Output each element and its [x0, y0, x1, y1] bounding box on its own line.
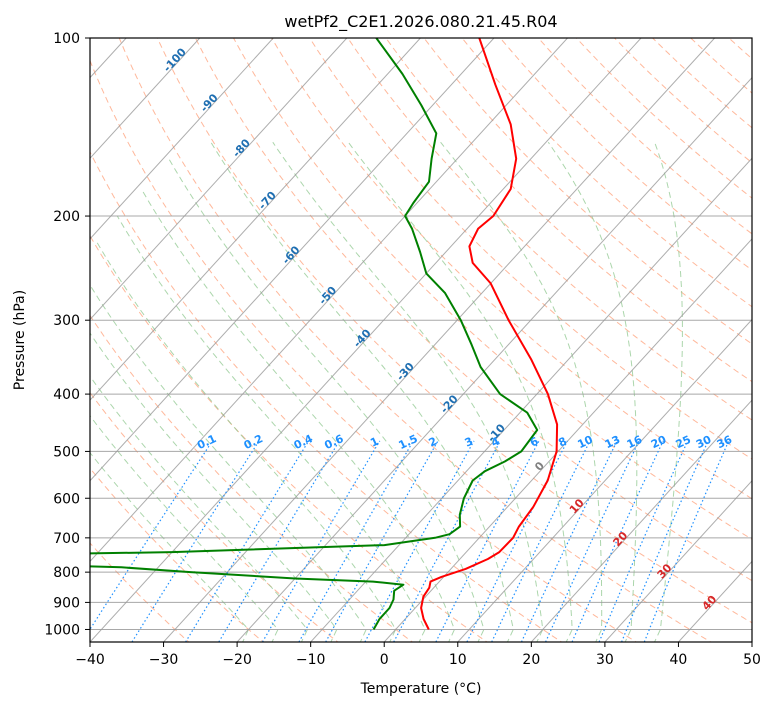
dry-adiabat: [90, 314, 414, 642]
mixing-ratio-line: [218, 440, 340, 642]
y-tick-label: 100: [53, 31, 80, 47]
mixing-ratio-line: [185, 440, 310, 642]
mixing-ratio-label: 30: [694, 433, 714, 451]
moist-adiabat: [547, 141, 638, 642]
y-axis: 100 200 300 400 500 600 700 800 900 1000: [44, 31, 90, 638]
plot-frame: [89, 37, 753, 643]
moist-adiabat: [116, 215, 426, 642]
x-axis-title: Temperature (°C): [360, 681, 482, 697]
x-tick-label: −40: [75, 652, 105, 668]
y-tick-label: 500: [53, 444, 80, 460]
moist-adiabat: [168, 158, 485, 642]
dry-adiabat: [232, 38, 752, 540]
moist-adiabat: [440, 141, 603, 642]
mixing-ratio-label: 36: [715, 433, 735, 451]
dry-adiabat: [309, 38, 752, 460]
dry-adiabat: [385, 38, 752, 383]
mixing-ratio-line: [298, 440, 414, 642]
y-tick-label: 800: [53, 565, 80, 581]
x-tick-label: −30: [149, 652, 179, 668]
chart-title: wetPf2_C2E1.2026.080.21.45.R04: [284, 12, 557, 32]
x-tick-label: −20: [222, 652, 252, 668]
mixing-ratio-label: 13: [603, 433, 622, 451]
isotherm-line: [90, 38, 642, 642]
moist-adiabat: [272, 141, 544, 642]
isotherm-line: [310, 157, 752, 642]
mixing-ratio-line: [571, 440, 664, 642]
x-tick-label: 10: [449, 652, 467, 668]
moist-adiabat: [90, 332, 338, 642]
x-tick-label: 40: [670, 652, 688, 668]
y-tick-label: 300: [53, 313, 80, 329]
moist-adiabat: [653, 142, 683, 642]
isotherm-line: [90, 38, 201, 160]
isotherm-line: [163, 38, 716, 642]
moist-adiabat: [90, 284, 367, 642]
isotherm-line: [90, 38, 348, 321]
isotherm-line: [90, 38, 421, 401]
dry-adiabat: [347, 38, 752, 421]
x-tick-label: 20: [522, 652, 540, 668]
temperature-profile-line: [420, 38, 559, 630]
mixing-ratio-line: [598, 440, 689, 642]
y-tick-label: 200: [53, 209, 80, 225]
mixing-ratio-line: [261, 440, 381, 642]
y-tick-label: 1000: [44, 622, 80, 638]
mixing-ratio-line: [131, 440, 260, 642]
isotherm-line: [457, 318, 752, 642]
y-tick-label: 600: [53, 491, 80, 507]
x-tick-label: 30: [596, 652, 614, 668]
dry-adiabat: [194, 38, 752, 582]
isotherm-line: [90, 38, 568, 563]
moist-adiabat: [90, 375, 308, 642]
y-tick-label: 900: [53, 595, 80, 611]
mixing-ratio-label: 25: [674, 433, 693, 451]
mixing-ratio-line: [325, 440, 439, 642]
x-tick-label: −10: [296, 652, 326, 668]
x-tick-label: 50: [743, 652, 761, 668]
moist-adiabat: [90, 414, 279, 642]
series-layer: [90, 38, 559, 630]
isotherm-line: [236, 76, 752, 642]
moist-adiabat: [347, 141, 573, 642]
mixing-ratio-line: [621, 440, 709, 642]
moist-adiabat: [140, 188, 456, 642]
mixing-ratio-label: 16: [625, 433, 645, 451]
mixing-ratio-label: 20: [649, 433, 669, 451]
x-tick-label: 0: [380, 652, 389, 668]
isotherm-line: [90, 38, 274, 240]
moist-adiabat: [210, 141, 514, 642]
mixing-ratio-line: [364, 440, 475, 642]
dry-adiabat: [271, 38, 752, 500]
dewpoint-profile-line: [90, 38, 539, 630]
y-axis-title: Pressure (hPa): [12, 290, 28, 390]
moist-adiabat: [95, 240, 397, 642]
y-tick-label: 400: [53, 387, 80, 403]
isotherm-line: [383, 238, 752, 642]
dry-adiabat: [90, 391, 339, 642]
x-axis: −40 −30 −20 −10 0 10 20 30 40 50: [75, 642, 761, 668]
dry-adiabat: [90, 59, 638, 642]
isotherm-line: [530, 399, 752, 642]
y-tick-label: 700: [53, 531, 80, 547]
background-lines: [90, 38, 752, 642]
isotherm-line: [604, 480, 752, 642]
isotherm-line: [90, 38, 495, 482]
mixing-ratio-line: [90, 440, 213, 631]
mixing-ratio-label: 10: [576, 433, 596, 451]
mixing-ratio-line: [545, 440, 640, 642]
